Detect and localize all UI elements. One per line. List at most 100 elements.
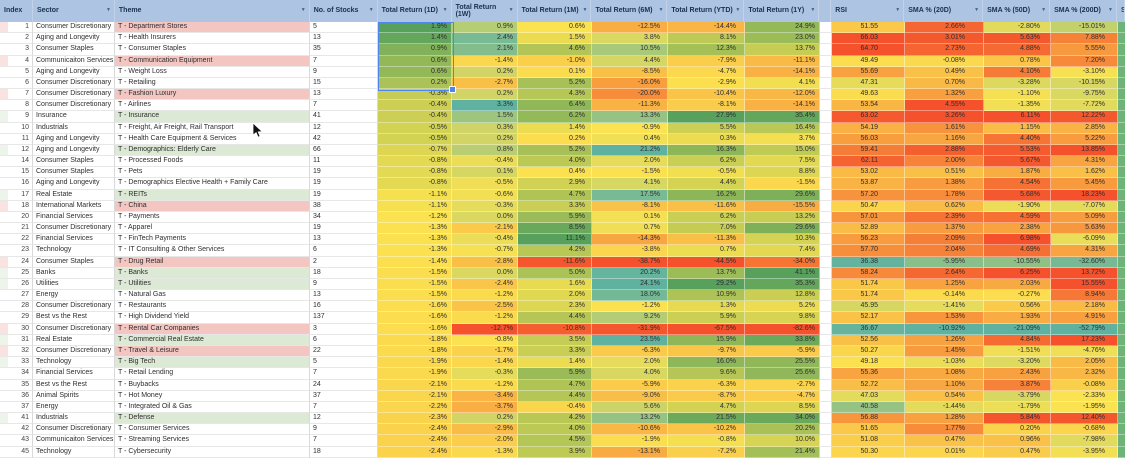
cell-index[interactable]: 26 bbox=[0, 278, 33, 291]
cell-rsi[interactable]: 51.08 bbox=[832, 435, 905, 447]
cell-sliver[interactable] bbox=[1118, 200, 1125, 212]
cell-r1d[interactable]: 0.2% bbox=[378, 77, 452, 90]
cell-r6m[interactable]: 21.2% bbox=[592, 144, 668, 157]
cell-index[interactable]: 24 bbox=[0, 256, 33, 268]
cell-sma200[interactable]: -9.75% bbox=[1051, 89, 1118, 101]
cell-sma20[interactable]: 0.01% bbox=[905, 446, 984, 458]
cell-sma200[interactable]: -1.95% bbox=[1051, 401, 1118, 414]
cell-sliver[interactable] bbox=[1118, 301, 1125, 313]
cell-r1m[interactable]: 4.2% bbox=[518, 245, 592, 257]
cell-sma50[interactable]: -1.35% bbox=[984, 100, 1051, 112]
cell-index[interactable]: 3 bbox=[0, 44, 33, 56]
cell-sector[interactable]: Aging and Longevity bbox=[33, 178, 115, 190]
cell-rsi[interactable]: 36.38 bbox=[832, 256, 905, 268]
cell-r1y[interactable]: 3.7% bbox=[745, 133, 820, 145]
cell-r1y[interactable]: 7.5% bbox=[745, 156, 820, 168]
cell-sliver[interactable] bbox=[1118, 290, 1125, 302]
cell-rytd[interactable]: 0.3% bbox=[668, 133, 745, 145]
cell-index[interactable]: 29 bbox=[0, 312, 33, 324]
cell-r6m[interactable]: -5.9% bbox=[592, 379, 668, 391]
cell-sma50[interactable]: 1.15% bbox=[984, 122, 1051, 134]
cell-index[interactable]: 1 bbox=[0, 22, 33, 34]
cell-index[interactable]: 20 bbox=[0, 211, 33, 224]
column-header-gap[interactable] bbox=[819, 0, 832, 22]
cell-sliver[interactable] bbox=[1118, 144, 1125, 157]
cell-theme[interactable]: T - Buybacks bbox=[115, 379, 310, 391]
cell-sma200[interactable]: -32.60% bbox=[1051, 256, 1118, 268]
cell-rytd[interactable]: 0.7% bbox=[668, 245, 745, 257]
cell-r1m[interactable]: -1.0% bbox=[518, 55, 592, 67]
cell-rytd[interactable]: 27.9% bbox=[668, 111, 745, 123]
cell-index[interactable]: 16 bbox=[0, 178, 33, 190]
cell-sector[interactable]: Industrials bbox=[33, 122, 115, 134]
cell-r1y[interactable]: 35.3% bbox=[745, 278, 820, 291]
cell-sector[interactable]: Consumer Discretionary bbox=[33, 223, 115, 235]
cell-r6m[interactable]: -31.9% bbox=[592, 323, 668, 335]
cell-theme[interactable]: T - Drug Retail bbox=[115, 256, 310, 268]
cell-sma20[interactable]: 4.55% bbox=[905, 100, 984, 112]
cell-r1d[interactable]: -0.3% bbox=[378, 89, 452, 101]
cell-stocks[interactable]: 7 bbox=[310, 55, 378, 67]
cell-sma200[interactable]: -7.98% bbox=[1051, 435, 1118, 447]
cell-r6m[interactable]: -14.3% bbox=[592, 234, 668, 246]
cell-sma20[interactable]: 1.16% bbox=[905, 133, 984, 145]
cell-r1y[interactable]: 20.2% bbox=[745, 424, 820, 436]
cell-r6m[interactable]: 3.8% bbox=[592, 33, 668, 45]
cell-rytd[interactable]: 13.7% bbox=[668, 267, 745, 279]
cell-sma20[interactable]: 1.26% bbox=[905, 334, 984, 346]
cell-sma200[interactable]: 1.62% bbox=[1051, 167, 1118, 179]
cell-index[interactable]: 36 bbox=[0, 390, 33, 402]
cell-sma200[interactable]: -10.15% bbox=[1051, 77, 1118, 90]
cell-theme[interactable]: T - REITs bbox=[115, 189, 310, 201]
cell-sector[interactable]: Consumer Staples bbox=[33, 167, 115, 179]
cell-r1y[interactable]: 25.5% bbox=[745, 357, 820, 369]
column-header-rytd[interactable]: Total Return (YTD) ▼ bbox=[667, 0, 745, 22]
cell-gap[interactable] bbox=[820, 345, 832, 358]
cell-r1y[interactable]: 13.7% bbox=[745, 44, 820, 56]
cell-index[interactable]: 11 bbox=[0, 133, 33, 145]
cell-sliver[interactable] bbox=[1118, 178, 1125, 190]
cell-r1w[interactable]: 3.3% bbox=[452, 100, 518, 112]
column-header-sma20[interactable]: SMA % (20D) ▼ bbox=[904, 0, 984, 22]
cell-sma200[interactable]: -7.72% bbox=[1051, 100, 1118, 112]
cell-stocks[interactable]: 7 bbox=[310, 435, 378, 447]
cell-stocks[interactable]: 37 bbox=[310, 390, 378, 402]
column-header-r6m[interactable]: Total Return (6M) ▼ bbox=[591, 0, 668, 22]
cell-sector[interactable]: Animal Spirits bbox=[33, 390, 115, 402]
cell-r1d[interactable]: -0.5% bbox=[378, 122, 452, 134]
cell-r1w[interactable]: 0.0% bbox=[452, 267, 518, 279]
column-header-r1w[interactable]: Total Return (1W) ▼ bbox=[452, 0, 518, 22]
cell-r6m[interactable]: 0.7% bbox=[592, 223, 668, 235]
cell-stocks[interactable]: 7 bbox=[310, 401, 378, 414]
cell-r1w[interactable]: 0.2% bbox=[452, 66, 518, 78]
cell-sma200[interactable]: 5.45% bbox=[1051, 178, 1118, 190]
cell-index[interactable]: 43 bbox=[0, 435, 33, 447]
cell-rsi[interactable]: 52.56 bbox=[832, 334, 905, 346]
cell-r1d[interactable]: -1.9% bbox=[378, 368, 452, 380]
cell-sliver[interactable] bbox=[1118, 413, 1125, 425]
cell-sma200[interactable]: -4.76% bbox=[1051, 345, 1118, 358]
cell-rsi[interactable]: 66.03 bbox=[832, 33, 905, 45]
column-header-sma200[interactable]: SMA % (200D) ▼ bbox=[1050, 0, 1117, 22]
cell-r6m[interactable]: 20.2% bbox=[592, 267, 668, 279]
cell-r1w[interactable]: -1.4% bbox=[452, 55, 518, 67]
cell-sector[interactable]: Consumer Discretionary bbox=[33, 301, 115, 313]
cell-theme[interactable]: T - Retail Lending bbox=[115, 368, 310, 380]
cell-r1y[interactable]: 34.0% bbox=[745, 413, 820, 425]
cell-theme[interactable]: T - Travel & Leisure bbox=[115, 345, 310, 358]
cell-r6m[interactable]: -1.9% bbox=[592, 435, 668, 447]
cell-r1m[interactable]: 5.0% bbox=[518, 267, 592, 279]
cell-index[interactable]: 17 bbox=[0, 189, 33, 201]
cell-index[interactable]: 45 bbox=[0, 446, 33, 458]
cell-r1y[interactable]: 10.0% bbox=[745, 435, 820, 447]
cell-gap[interactable] bbox=[820, 167, 832, 179]
cell-r6m[interactable]: 18.0% bbox=[592, 290, 668, 302]
cell-sliver[interactable] bbox=[1118, 379, 1125, 391]
cell-sma200[interactable]: -7.07% bbox=[1051, 200, 1118, 212]
cell-gap[interactable] bbox=[820, 223, 832, 235]
cell-rsi[interactable]: 51.74 bbox=[832, 278, 905, 291]
cell-sliver[interactable] bbox=[1118, 122, 1125, 134]
cell-sma20[interactable]: 0.51% bbox=[905, 167, 984, 179]
cell-sliver[interactable] bbox=[1118, 133, 1125, 145]
cell-rytd[interactable]: 15.9% bbox=[668, 334, 745, 346]
